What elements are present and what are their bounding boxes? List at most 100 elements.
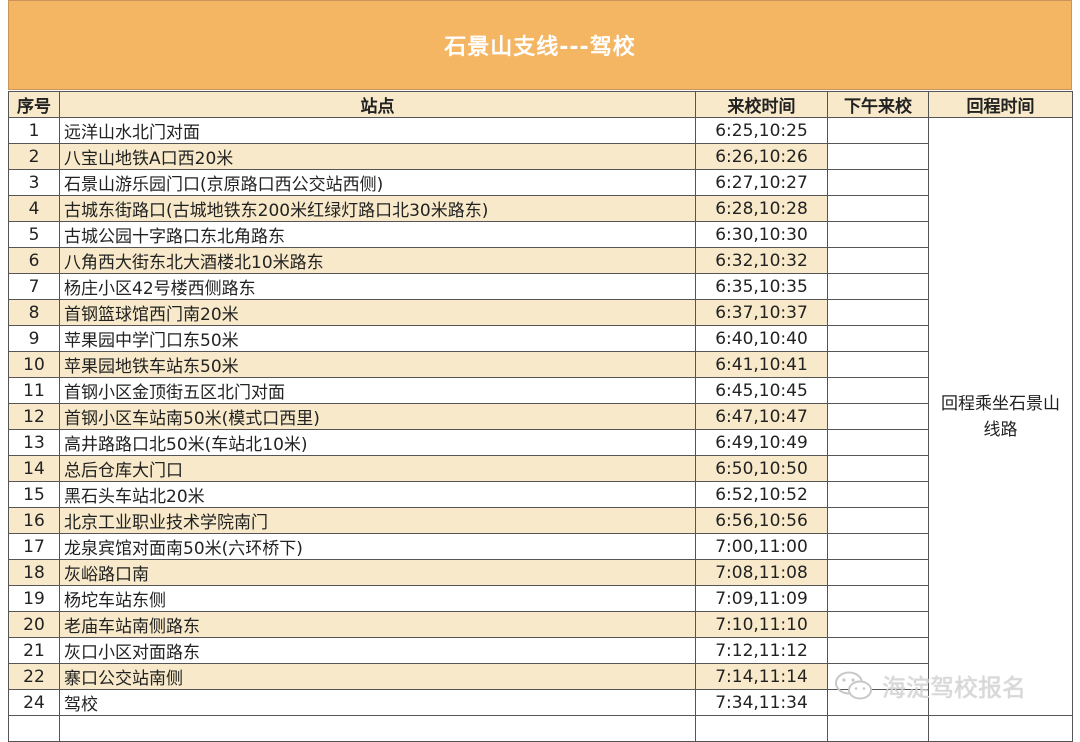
afternoon-cell [827, 325, 929, 352]
table-row: 5 古城公园十字路口东北角路东 6:30,10:30 [8, 221, 1073, 248]
row-number: 6 [8, 247, 60, 274]
afternoon-cell [827, 351, 929, 378]
afternoon-cell [827, 299, 929, 326]
afternoon-cell [827, 533, 929, 560]
row-number: 11 [8, 377, 60, 404]
table-row: 16 北京工业职业技术学院南门 6:56,10:56 [8, 507, 1073, 534]
stop-name: 首钢篮球馆西门南20米 [59, 299, 696, 326]
arrival-time: 7:12,11:12 [695, 637, 828, 664]
table-row: 19 杨坨车站东侧 7:09,11:09 [8, 585, 1073, 612]
stop-name: 苹果园地铁车站东50米 [59, 351, 696, 378]
row-number: 4 [8, 195, 60, 222]
table-row [8, 715, 1073, 742]
row-number: 9 [8, 325, 60, 352]
row-number: 10 [8, 351, 60, 378]
arrival-time: 6:25,10:25 [695, 117, 828, 144]
arrival-time: 6:27,10:27 [695, 169, 828, 196]
stop-name: 龙泉宾馆对面南50米(六环桥下) [59, 533, 696, 560]
row-number: 19 [8, 585, 60, 612]
afternoon-cell [827, 663, 929, 690]
stop-name: 总后仓库大门口 [59, 455, 696, 482]
afternoon-cell [827, 585, 929, 612]
table-row: 1 远洋山水北门对面 6:25,10:25 回程乘坐石景山线路 [8, 117, 1073, 716]
row-number: 7 [8, 273, 60, 300]
header-pm: 下午来校 [827, 91, 929, 118]
table-row: 10 苹果园地铁车站东50米 6:41,10:41 [8, 351, 1073, 378]
stop-name: 远洋山水北门对面 [59, 117, 696, 144]
row-number: 16 [8, 507, 60, 534]
arrival-time: 7:34,11:34 [695, 689, 828, 716]
header-stop: 站点 [59, 91, 696, 118]
stop-name: 杨庄小区42号楼西侧路东 [59, 273, 696, 300]
stop-name: 灰口小区对面路东 [59, 637, 696, 664]
table-row: 9 苹果园中学门口东50米 6:40,10:40 [8, 325, 1073, 352]
afternoon-cell [827, 455, 929, 482]
table-row: 4 古城东街路口(古城地铁东200米红绿灯路口北30米路东) 6:28,10:28 [8, 195, 1073, 222]
afternoon-cell [827, 221, 929, 248]
arrival-time: 6:32,10:32 [695, 247, 828, 274]
header-num: 序号 [8, 91, 60, 118]
table-row: 2 八宝山地铁A口西20米 6:26,10:26 [8, 143, 1073, 170]
row-number: 8 [8, 299, 60, 326]
afternoon-cell [827, 715, 929, 742]
row-number: 18 [8, 559, 60, 586]
afternoon-cell [827, 507, 929, 534]
wechat-icon [834, 670, 874, 702]
arrival-time: 6:35,10:35 [695, 273, 828, 300]
row-number: 15 [8, 481, 60, 508]
row-number: 14 [8, 455, 60, 482]
stop-name [59, 715, 696, 742]
stop-name: 高井路路口北50米(车站北10米) [59, 429, 696, 456]
afternoon-cell [827, 403, 929, 430]
row-number: 17 [8, 533, 60, 560]
table-row: 7 杨庄小区42号楼西侧路东 6:35,10:35 [8, 273, 1073, 300]
watermark-text: 海淀驾校报名 [882, 674, 1026, 702]
arrival-time: 6:45,10:45 [695, 377, 828, 404]
afternoon-cell [827, 429, 929, 456]
table-row: 13 高井路路口北50米(车站北10米) 6:49,10:49 [8, 429, 1073, 456]
arrival-time: 6:40,10:40 [695, 325, 828, 352]
arrival-time: 6:52,10:52 [695, 481, 828, 508]
stop-name: 石景山游乐园门口(京原路口西公交站西侧) [59, 169, 696, 196]
stop-name: 首钢小区金顶街五区北门对面 [59, 377, 696, 404]
row-number: 2 [8, 143, 60, 170]
table-row: 12 首钢小区车站南50米(模式口西里) 6:47,10:47 [8, 403, 1073, 430]
page-title: 石景山支线---驾校 [444, 35, 636, 60]
afternoon-cell [827, 247, 929, 274]
afternoon-cell [827, 117, 929, 144]
return-info: 回程乘坐石景山线路 [928, 117, 1073, 716]
row-number: 1 [8, 117, 60, 144]
stop-name: 黑石头车站北20米 [59, 481, 696, 508]
arrival-time: 6:49,10:49 [695, 429, 828, 456]
table-row: 17 龙泉宾馆对面南50米(六环桥下) 7:00,11:00 [8, 533, 1073, 560]
arrival-time: 6:30,10:30 [695, 221, 828, 248]
arrival-time: 7:09,11:09 [695, 585, 828, 612]
afternoon-cell [827, 143, 929, 170]
row-number: 5 [8, 221, 60, 248]
table-row: 15 黑石头车站北20米 6:52,10:52 [8, 481, 1073, 508]
table-row: 8 首钢篮球馆西门南20米 6:37,10:37 [8, 299, 1073, 326]
stop-name: 八角西大街东北大酒楼北10米路东 [59, 247, 696, 274]
stop-name: 北京工业职业技术学院南门 [59, 507, 696, 534]
row-number: 21 [8, 637, 60, 664]
table-row: 21 灰口小区对面路东 7:12,11:12 [8, 637, 1073, 664]
arrival-time: 6:41,10:41 [695, 351, 828, 378]
arrival-time: 7:00,11:00 [695, 533, 828, 560]
table-row: 6 八角西大街东北大酒楼北10米路东 6:32,10:32 [8, 247, 1073, 274]
stop-name: 苹果园中学门口东50米 [59, 325, 696, 352]
stop-name: 八宝山地铁A口西20米 [59, 143, 696, 170]
schedule-table: 序号 站点 来校时间 下午来校 回程时间 1 远洋山水北门对面 6:25,10:25… [8, 91, 1073, 742]
header-time: 来校时间 [695, 91, 828, 118]
arrival-time: 6:37,10:37 [695, 299, 828, 326]
table-body: 1 远洋山水北门对面 6:25,10:25 回程乘坐石景山线路 2 八宝山地铁A口西20米… [8, 117, 1073, 742]
stop-name: 古城公园十字路口东北角路东 [59, 221, 696, 248]
table-row: 22 寨口公交站南侧 7:14,11:14 [8, 663, 1073, 690]
stop-name: 杨坨车站东侧 [59, 585, 696, 612]
header-row: 序号 站点 来校时间 下午来校 回程时间 [8, 91, 1073, 118]
return-cell [928, 715, 1073, 742]
afternoon-cell [827, 169, 929, 196]
row-number: 3 [8, 169, 60, 196]
arrival-time: 6:56,10:56 [695, 507, 828, 534]
stop-name: 古城东街路口(古城地铁东200米红绿灯路口北30米路东) [59, 195, 696, 222]
watermark: 海淀驾校报名 [834, 668, 1026, 703]
